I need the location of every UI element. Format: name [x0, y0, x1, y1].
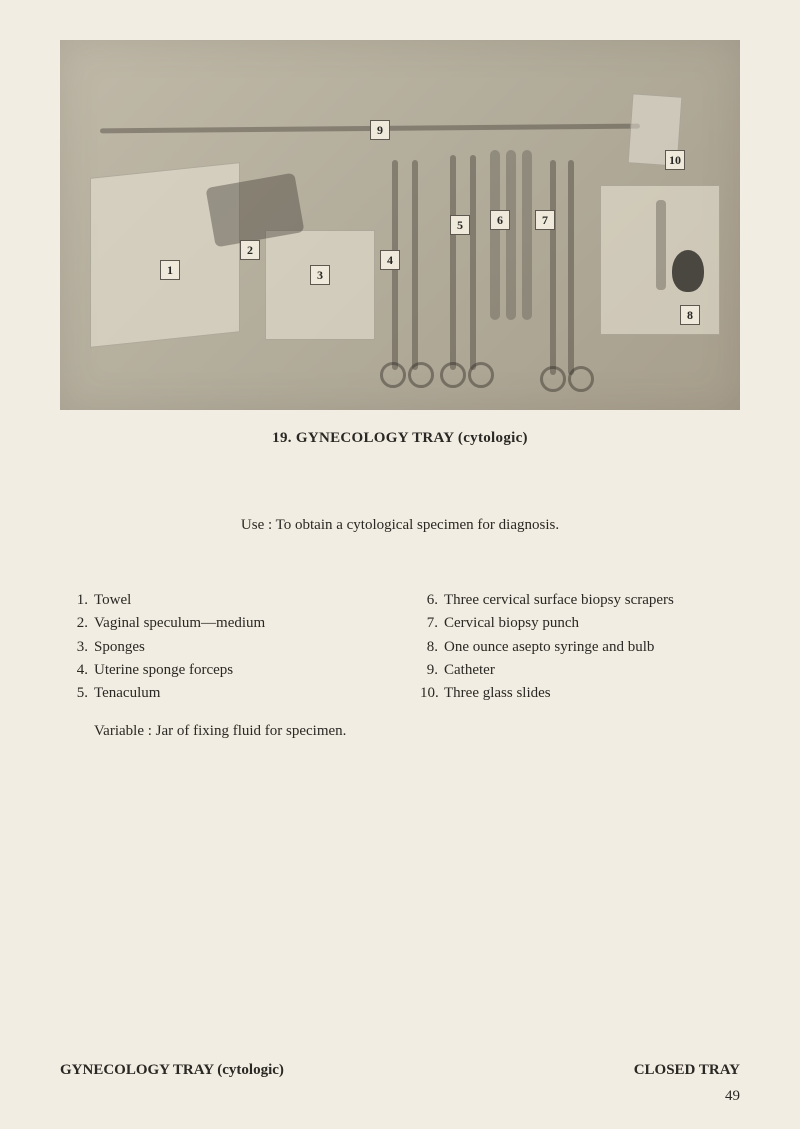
- scraper-shape-1: [490, 150, 500, 320]
- list-item: 5.Tenaculum: [70, 682, 380, 705]
- tenaculum-ring: [440, 362, 466, 388]
- item-columns: 1.Towel2.Vaginal speculum—medium3.Sponge…: [60, 589, 740, 705]
- photo-number-label: 5: [450, 215, 470, 235]
- list-item: 3.Sponges: [70, 636, 380, 659]
- footer-right: CLOSED TRAY: [634, 1062, 740, 1079]
- tenaculum-shape-2: [470, 155, 476, 370]
- list-item-text: One ounce asepto syringe and bulb: [444, 636, 654, 659]
- tenaculum-shape-1: [450, 155, 456, 370]
- syringe-body-shape: [656, 200, 666, 290]
- list-item: 1.Towel: [70, 589, 380, 612]
- page: 1 2 3 4 56 7 8 9 10 19. GYNECOLOGY TRAY (cytolog…: [0, 0, 800, 1129]
- list-item: 6.Three cervical surface biopsy scrapers: [420, 589, 730, 612]
- list-item-number: 5.: [70, 682, 94, 705]
- list-item-number: 1.: [70, 589, 94, 612]
- tray-photograph: 1 2 3 4 56 7 8 9 10: [60, 40, 740, 410]
- list-item-text: Three glass slides: [444, 682, 551, 705]
- variable-line: Variable : Jar of fixing fluid for speci…: [60, 705, 740, 740]
- tenaculum-ring: [468, 362, 494, 388]
- list-item-text: Tenaculum: [94, 682, 160, 705]
- page-number: 49: [725, 1088, 740, 1105]
- photo-number-label: 7: [535, 210, 555, 230]
- list-item: 10.Three glass slides: [420, 682, 730, 705]
- forceps-shape-2: [412, 160, 418, 370]
- figure-caption: 19. GYNECOLOGY TRAY (cytologic): [60, 430, 740, 447]
- list-item: 9.Catheter: [420, 659, 730, 682]
- right-column: 6.Three cervical surface biopsy scrapers…: [420, 589, 730, 705]
- list-item-text: Catheter: [444, 659, 495, 682]
- list-item-number: 9.: [420, 659, 444, 682]
- list-item-number: 3.: [70, 636, 94, 659]
- sponge-pad-shape: [265, 230, 375, 340]
- list-item-number: 10.: [420, 682, 444, 705]
- list-item: 4.Uterine sponge forceps: [70, 659, 380, 682]
- forceps-ring: [380, 362, 406, 388]
- list-item-number: 4.: [70, 659, 94, 682]
- photo-number-label: 3: [310, 265, 330, 285]
- list-item: 2.Vaginal speculum—medium: [70, 612, 380, 635]
- photo-number-label: 4: [380, 250, 400, 270]
- photo-number-label: 1: [160, 260, 180, 280]
- photo-number-label: 9: [370, 120, 390, 140]
- list-item: 7.Cervical biopsy punch: [420, 612, 730, 635]
- list-item-text: Towel: [94, 589, 131, 612]
- list-item-text: Sponges: [94, 636, 145, 659]
- list-item-text: Vaginal speculum—medium: [94, 612, 265, 635]
- footer-left: GYNECOLOGY TRAY (cytologic): [60, 1062, 284, 1079]
- list-item-number: 8.: [420, 636, 444, 659]
- punch-ring: [568, 366, 594, 392]
- forceps-ring: [408, 362, 434, 388]
- left-column: 1.Towel2.Vaginal speculum—medium3.Sponge…: [70, 589, 380, 705]
- photo-number-label: 2: [240, 240, 260, 260]
- punch-shape-2: [568, 160, 574, 375]
- list-item-text: Uterine sponge forceps: [94, 659, 233, 682]
- list-item-text: Three cervical surface biopsy scrapers: [444, 589, 674, 612]
- photo-number-label: 6: [490, 210, 510, 230]
- scraper-shape-2: [506, 150, 516, 320]
- punch-shape-1: [550, 160, 556, 375]
- list-item-number: 2.: [70, 612, 94, 635]
- punch-ring: [540, 366, 566, 392]
- list-item-number: 7.: [420, 612, 444, 635]
- list-item-number: 6.: [420, 589, 444, 612]
- photo-number-label: 8: [680, 305, 700, 325]
- scraper-shape-3: [522, 150, 532, 320]
- syringe-bulb-shape: [672, 250, 704, 292]
- list-item: 8.One ounce asepto syringe and bulb: [420, 636, 730, 659]
- page-footer: GYNECOLOGY TRAY (cytologic) CLOSED TRAY: [60, 1062, 740, 1079]
- photo-number-label: 10: [665, 150, 685, 170]
- use-line: Use : To obtain a cytological specimen f…: [60, 517, 740, 534]
- list-item-text: Cervical biopsy punch: [444, 612, 579, 635]
